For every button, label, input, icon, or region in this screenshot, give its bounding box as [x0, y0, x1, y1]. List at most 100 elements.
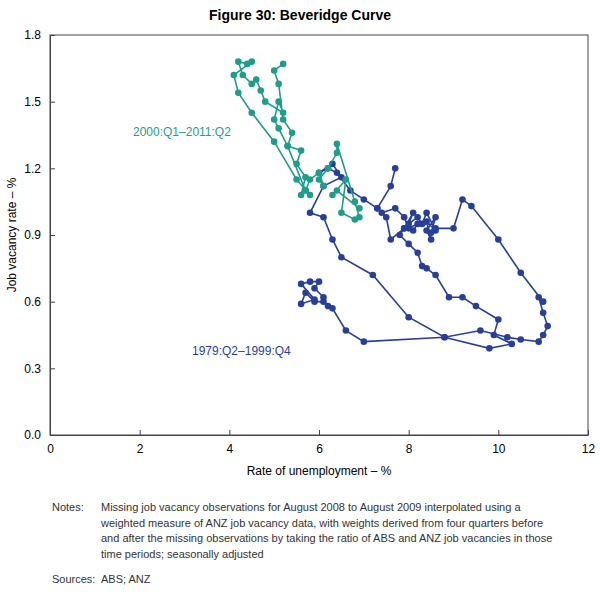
- data-point: [239, 72, 246, 79]
- data-point: [352, 198, 359, 205]
- data-point: [414, 249, 421, 256]
- data-point: [334, 141, 341, 148]
- data-point: [441, 334, 448, 341]
- y-tick-mark: [50, 235, 55, 236]
- data-point: [307, 278, 314, 285]
- y-tick: 1.5: [24, 95, 55, 109]
- data-point: [540, 332, 547, 339]
- notes-label: Notes:: [52, 501, 84, 513]
- data-point: [275, 125, 282, 132]
- y-tick-mark: [50, 368, 55, 369]
- data-point: [535, 338, 542, 345]
- series-line: [234, 62, 360, 220]
- data-point: [432, 214, 439, 221]
- y-tick-label: 1.2: [24, 162, 41, 176]
- plot-frame: [50, 35, 588, 435]
- data-point: [311, 285, 318, 292]
- x-tick-label: 4: [226, 442, 233, 456]
- data-point: [432, 227, 439, 234]
- data-point: [343, 176, 350, 183]
- data-point: [423, 209, 430, 216]
- data-point: [248, 109, 255, 116]
- data-point: [477, 327, 484, 334]
- title: Figure 30: Beveridge Curve: [209, 7, 391, 23]
- data-point: [284, 143, 291, 150]
- data-point: [302, 187, 309, 194]
- y-tick-label: 0.6: [24, 295, 41, 309]
- series-label: 1979:Q2–1999:Q4: [192, 344, 291, 358]
- data-point: [423, 227, 430, 234]
- data-point: [441, 334, 448, 341]
- y-tick: 0.9: [24, 228, 55, 242]
- data-point: [387, 183, 394, 190]
- x-tick-mark: [409, 430, 410, 435]
- sources-label: Sources:: [52, 573, 95, 585]
- y-tick-label: 0.3: [24, 362, 41, 376]
- data-point: [338, 254, 345, 261]
- data-point: [257, 87, 264, 94]
- y-tick-label: 1.5: [24, 95, 41, 109]
- data-point: [410, 209, 417, 216]
- data-point: [370, 272, 377, 279]
- data-point: [316, 176, 323, 183]
- data-point: [325, 165, 332, 172]
- data-point: [320, 183, 327, 190]
- data-point: [540, 309, 547, 316]
- x-tick-label: 8: [406, 442, 413, 456]
- plot-area: 0246810120.00.30.60.91.21.51.81979:Q2–19…: [24, 28, 595, 455]
- data-point: [419, 263, 426, 270]
- data-point: [329, 192, 336, 199]
- notes-line: weighted measure of ANZ job vacancy data…: [100, 517, 543, 529]
- data-point: [302, 187, 309, 194]
- data-point: [405, 241, 412, 248]
- data-point: [374, 205, 381, 212]
- x-tick-mark: [588, 430, 589, 435]
- data-point: [284, 143, 291, 150]
- data-point: [262, 98, 269, 105]
- data-point: [428, 236, 435, 243]
- x-tick-label: 6: [316, 442, 323, 456]
- x-tick-label: 2: [137, 442, 144, 456]
- x-tick: 8: [406, 430, 413, 456]
- data-point: [405, 314, 412, 321]
- data-point: [473, 303, 480, 310]
- x-tick-mark: [229, 430, 230, 435]
- x-tick: 10: [492, 430, 506, 456]
- data-point: [235, 58, 242, 65]
- data-point: [383, 214, 390, 221]
- y-tick-mark: [50, 35, 55, 36]
- data-point: [316, 278, 323, 285]
- data-point: [361, 338, 368, 345]
- y-axis-title: Job vacancy rate – %: [5, 177, 19, 292]
- data-point: [298, 147, 305, 154]
- data-point: [374, 205, 381, 212]
- series-label: 2000:Q1–2011:Q2: [133, 125, 231, 139]
- y-tick-label: 0.0: [24, 428, 41, 442]
- sources: ABS; ANZ: [101, 573, 151, 585]
- data-point: [517, 269, 524, 276]
- data-point: [271, 138, 278, 145]
- data-point: [248, 58, 255, 65]
- x-tick-label: 10: [492, 442, 506, 456]
- data-point: [356, 205, 363, 212]
- data-point: [517, 336, 524, 343]
- data-point: [293, 161, 300, 168]
- data-point: [275, 98, 282, 105]
- data-point: [293, 176, 300, 183]
- data-point: [275, 81, 282, 88]
- data-point: [231, 72, 238, 79]
- y-tick: 0.3: [24, 362, 55, 376]
- y-tick-mark: [50, 102, 55, 103]
- x-axis-line: [51, 435, 589, 436]
- data-point: [298, 281, 305, 288]
- data-point: [387, 236, 394, 243]
- x-tick: 2: [137, 430, 144, 456]
- x-tick: 12: [582, 430, 596, 456]
- data-point: [459, 294, 466, 301]
- x-tick-mark: [319, 430, 320, 435]
- data-point: [491, 332, 498, 339]
- notes-line: time periods; seasonally adjusted: [101, 548, 264, 560]
- x-axis-title: Rate of unemployment – %: [247, 464, 392, 478]
- data-layer: [231, 58, 551, 351]
- y-tick: 0.0: [24, 428, 55, 442]
